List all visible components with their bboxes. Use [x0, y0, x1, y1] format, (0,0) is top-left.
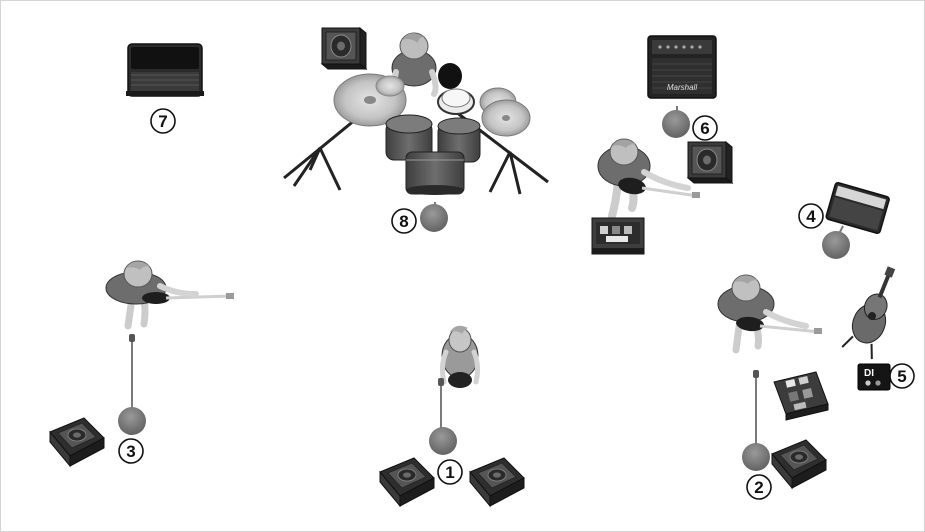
svg-text:5: 5 [897, 367, 906, 386]
position-label-6: 6 [693, 116, 717, 140]
mic-circle-1 [429, 427, 457, 455]
mic-circle-2 [742, 443, 770, 471]
di-box: DI [858, 364, 890, 390]
floor-monitor-1-left [380, 458, 434, 506]
snare-drum [438, 89, 474, 114]
mic-stand-3 [129, 334, 135, 410]
position-label-1: 1 [438, 460, 462, 484]
mic-circle-4 [822, 231, 850, 259]
position-label-3: 3 [119, 439, 143, 463]
amp-brand-label: Marshall [667, 83, 697, 92]
svg-text:2: 2 [754, 478, 763, 497]
svg-text:1: 1 [445, 463, 454, 482]
guitarist-center [598, 139, 700, 216]
svg-text:8: 8 [399, 212, 408, 231]
drum-kit [284, 28, 548, 195]
guitarist-left [106, 261, 234, 326]
mic-stand-1 [438, 378, 444, 432]
hi-hat [376, 76, 404, 96]
bass-amp-cabinet [126, 44, 204, 96]
svg-text:7: 7 [158, 112, 167, 131]
acoustic-guitar-on-stand [842, 262, 906, 359]
svg-text:6: 6 [700, 119, 709, 138]
kick-drum [406, 152, 464, 195]
mic-stand-2 [753, 370, 759, 446]
mic-circle-3 [118, 407, 146, 435]
position-label-5: 5 [890, 364, 914, 388]
mic-circle-8 [420, 204, 448, 232]
floor-monitor-1-right [470, 458, 524, 506]
position-label-7: 7 [151, 109, 175, 133]
mic-circle-6 [662, 110, 690, 138]
floor-monitor-3 [50, 418, 104, 466]
di-box-label: DI [864, 368, 874, 379]
position-label-4: 4 [799, 204, 823, 228]
position-label-8: 8 [392, 209, 416, 233]
drum-fill-speaker [322, 28, 366, 69]
drum-black-block [438, 63, 462, 89]
svg-text:3: 3 [126, 442, 135, 461]
guitar-amp-marshall: Marshall [648, 36, 716, 98]
guitar-amp-small [826, 182, 890, 234]
pedalboard-right [774, 372, 828, 420]
guitarist-right [718, 275, 822, 350]
floor-monitor-2 [772, 440, 826, 488]
pedalboard-center [592, 218, 644, 254]
svg-text:4: 4 [806, 207, 816, 226]
position-label-2: 2 [747, 475, 771, 499]
lead-vocalist [442, 326, 478, 388]
side-speaker-center [688, 142, 732, 183]
